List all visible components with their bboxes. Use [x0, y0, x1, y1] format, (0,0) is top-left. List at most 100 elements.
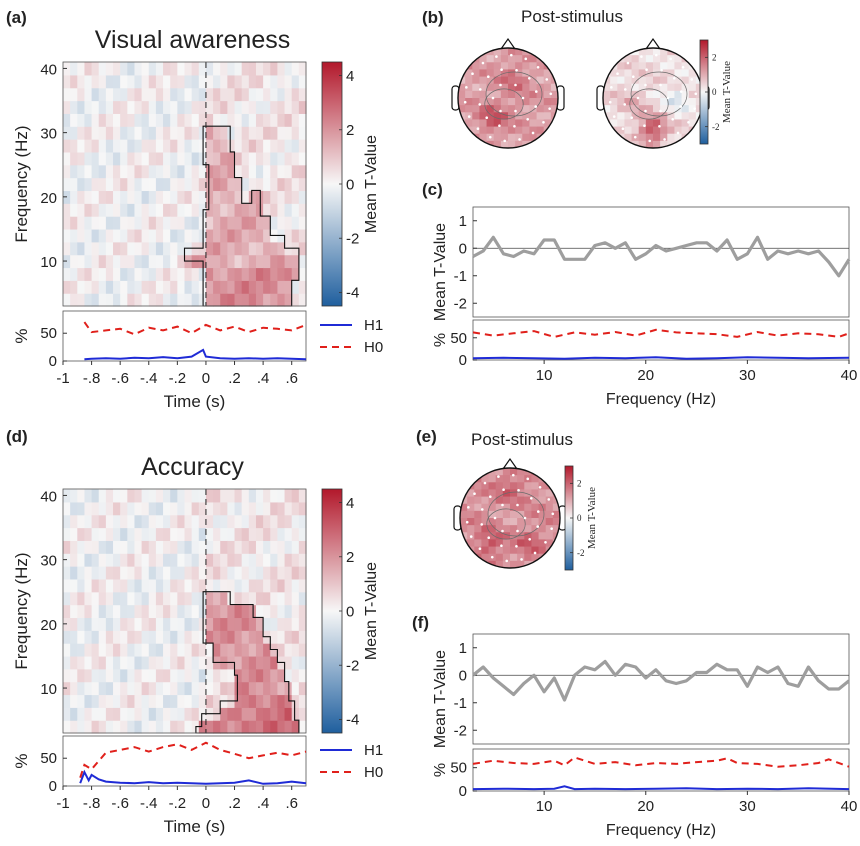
heatmap-cell [98, 293, 107, 307]
heatmap-cell [163, 514, 171, 529]
heatmap-cell [63, 591, 71, 606]
heatmap-cell [298, 668, 307, 683]
topomap-cell [638, 126, 647, 135]
heatmap-cell [298, 228, 307, 243]
heatmap-cell [98, 254, 107, 269]
heatmap-cell [98, 100, 107, 114]
heatmap-cell [105, 553, 114, 567]
heatmap-cell [277, 720, 286, 734]
electrode-marker [469, 535, 473, 538]
colorbar-label-b: Mean T-Value [721, 61, 733, 123]
heatmap-cell [291, 164, 300, 179]
heatmap-cell [191, 514, 200, 529]
heatmap-cell [77, 228, 86, 243]
heatmap-cell [155, 254, 164, 269]
topomap-cell [667, 133, 676, 142]
heatmap-cell [170, 139, 178, 153]
heatmap-cell [155, 655, 164, 670]
heatmap-cell [277, 177, 286, 192]
heatmap-cell [263, 720, 271, 734]
heatmap-cell [170, 655, 178, 670]
topomap-cell [538, 532, 547, 541]
heatmap-cell [220, 501, 228, 516]
topomap-cell [674, 98, 683, 106]
heatmap-cell [70, 228, 78, 243]
heatmap-cell [277, 100, 286, 114]
topomap-cell [645, 83, 654, 92]
heatmap-cell [248, 293, 257, 307]
colorbar-label-a: Mean T-Value [363, 135, 380, 233]
heatmap-cell [148, 62, 157, 76]
heatmap-cell [91, 655, 100, 670]
heatmap-cell [227, 126, 236, 140]
topomap-cell [458, 48, 466, 56]
heatmap-cell [298, 553, 307, 567]
topomap-cell [500, 126, 509, 135]
heatmap-cell [170, 190, 178, 204]
heatmap-cell [134, 139, 143, 153]
heatmap-cell [205, 293, 214, 307]
topomap-cell [515, 55, 523, 63]
topomap-cell [465, 90, 473, 99]
heatmap-cell [298, 707, 307, 721]
heatmap-cell [234, 566, 243, 580]
electrode-marker [488, 135, 492, 139]
topomap-cell [481, 525, 490, 533]
heatmap-cell [184, 228, 193, 243]
heatmap-cell [63, 113, 71, 127]
heatmap-cell [120, 216, 128, 230]
heatmap-cell [191, 630, 200, 644]
heatmap-cell [248, 113, 257, 127]
heatmap-cell [263, 489, 271, 503]
heatmap-cell [191, 126, 200, 140]
subplot-frame-a [62, 310, 307, 362]
heatmap-cell [113, 241, 121, 256]
heatmap-cell [234, 241, 243, 256]
y-tick-label: 0 [459, 667, 467, 684]
heatmap-cell [155, 527, 164, 541]
topomap-cell [681, 62, 690, 71]
topomap-cell [638, 140, 647, 148]
topomap-cell [502, 518, 511, 526]
heatmap-cell [163, 267, 171, 281]
heatmap-cell [134, 501, 143, 516]
heatmap-cell [277, 617, 286, 631]
heatmap-cell [77, 630, 86, 644]
electrode-marker [523, 516, 527, 520]
heatmap-cell [91, 164, 100, 179]
heatmap-cell [234, 113, 243, 127]
heatmap-cell [191, 501, 200, 516]
series-h1-d [79, 769, 307, 785]
heatmap-cell [177, 604, 186, 619]
topomap-cell [481, 496, 490, 505]
heatmap-cell [213, 293, 221, 307]
heatmap-cell [84, 203, 93, 217]
heatmap-cell [84, 540, 93, 554]
heatmap-cell [77, 254, 86, 269]
x-tick-label: 40 [841, 367, 858, 384]
topomap-cell [458, 105, 466, 113]
topomap-cell [472, 90, 481, 99]
topomap-cell [645, 62, 654, 71]
topomap-cell [667, 98, 676, 106]
heatmap-cell [113, 203, 121, 217]
heatmap-cell [248, 655, 257, 670]
electrode-marker [513, 124, 516, 128]
heatmap-cell [63, 203, 71, 217]
heatmap-cell [263, 190, 271, 204]
heatmap-cell [170, 216, 178, 230]
topomap-cell [543, 133, 552, 142]
heatmap-cell [163, 139, 171, 153]
heatmap-cell [270, 87, 279, 102]
topomap-cell [645, 105, 654, 113]
heatmap-cell [277, 566, 286, 580]
heatmap-cell [91, 126, 100, 140]
heatmap-cell [91, 151, 100, 166]
heatmap-cell [141, 553, 150, 567]
heatmap-cell [105, 177, 114, 192]
heatmap-cell [241, 681, 250, 696]
topomap-cell [508, 55, 516, 63]
heatmap-cell [270, 527, 279, 541]
heatmap-cell [270, 655, 279, 670]
